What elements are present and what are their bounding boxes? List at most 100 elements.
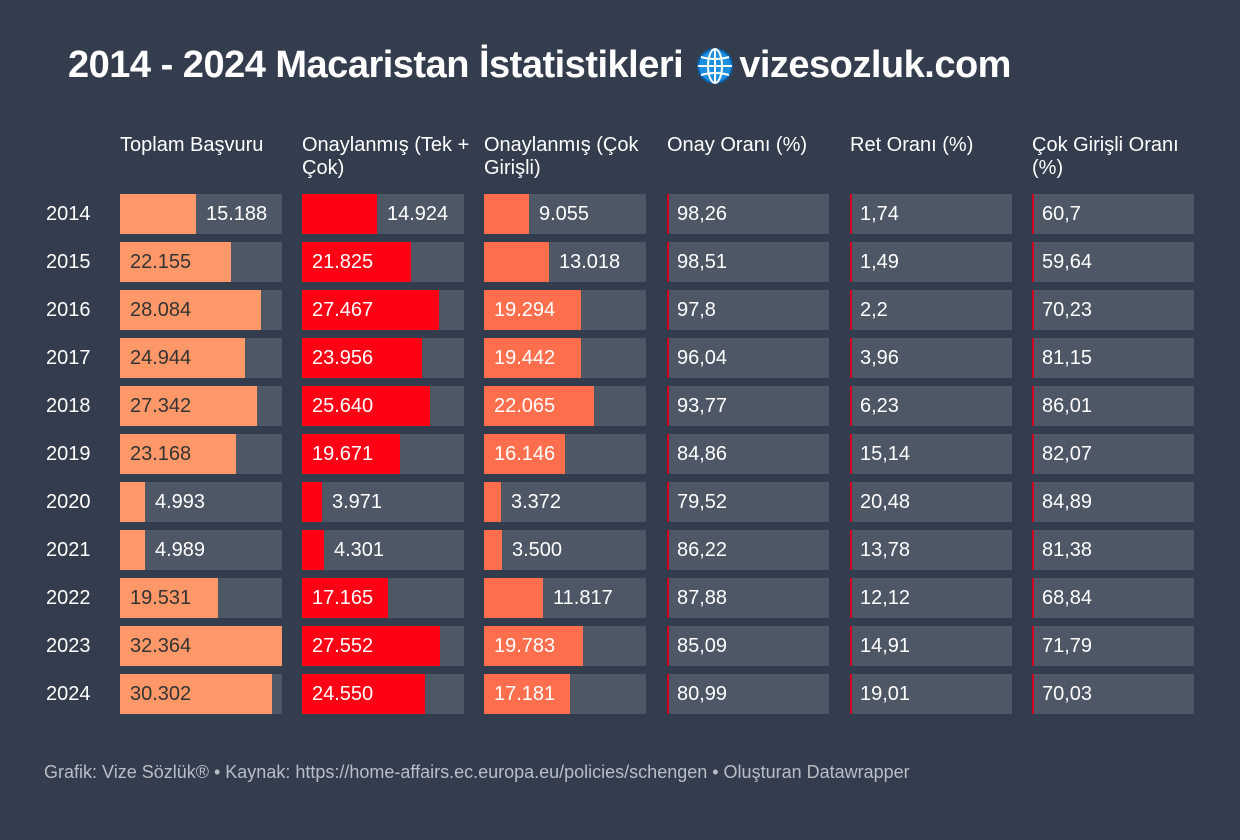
table-cell-approved-total: 27.467 <box>302 290 464 330</box>
chart-title: 2014 - 2024 Macaristan İstatistikleri vi… <box>68 44 1011 87</box>
rate-marker <box>667 386 669 426</box>
rate-marker <box>850 626 852 666</box>
footer-credit: Grafik: Vize Sözlük® • Kaynak: https://h… <box>44 762 910 782</box>
value-bar <box>302 386 430 426</box>
cell-value: 3.971 <box>332 491 383 513</box>
column-header-approved-multi: Onaylanmış (Çok Girişli) <box>484 134 639 179</box>
table-cell-applications: 23.168 <box>120 434 282 474</box>
value-bar <box>484 626 583 666</box>
cell-value: 98,26 <box>677 203 728 225</box>
table-cell-approved-multi: 19.783 <box>484 626 646 666</box>
table-cell-multi-rate: 68,84 <box>1032 578 1194 618</box>
rate-marker <box>1032 338 1034 378</box>
table-cell-refusal-rate: 3,96 <box>850 338 1012 378</box>
title-site: vizesozluk.com <box>739 44 1011 86</box>
value-bar <box>484 194 529 234</box>
table-cell-approval-rate: 86,22 <box>667 530 829 570</box>
table-cell-approval-rate: 98,26 <box>667 194 829 234</box>
cell-value: 12,12 <box>860 587 911 609</box>
rate-marker <box>850 290 852 330</box>
row-label-year: 2016 <box>46 299 91 321</box>
rate-marker <box>1032 194 1034 234</box>
row-label-year: 2020 <box>46 491 91 513</box>
cell-value: 19.671 <box>312 443 374 465</box>
cell-value: 24.944 <box>130 347 192 369</box>
cell-value: 71,79 <box>1042 635 1093 657</box>
cell-value: 70,23 <box>1042 299 1093 321</box>
value-bar <box>120 194 196 234</box>
table-cell-approved-total: 19.671 <box>302 434 464 474</box>
cell-value: 13,78 <box>860 539 911 561</box>
cell-value: 86,01 <box>1042 395 1093 417</box>
table-cell-approved-multi: 22.065 <box>484 386 646 426</box>
table-cell-approval-rate: 79,52 <box>667 482 829 522</box>
column-header-approval-rate: Onay Oranı (%) <box>667 134 808 156</box>
value-bar <box>302 530 324 570</box>
cell-value: 1,49 <box>860 251 899 273</box>
row-label-year: 2014 <box>46 203 91 225</box>
table-cell-approval-rate: 85,09 <box>667 626 829 666</box>
table-cell-multi-rate: 82,07 <box>1032 434 1194 474</box>
value-bar <box>120 434 236 474</box>
cell-value: 93,77 <box>677 395 728 417</box>
cell-value: 23.956 <box>312 347 374 369</box>
rate-marker <box>667 674 669 714</box>
value-bar <box>484 434 565 474</box>
table-cell-approval-rate: 80,99 <box>667 674 829 714</box>
cell-value: 3,96 <box>860 347 899 369</box>
table-cell-approved-multi: 16.146 <box>484 434 646 474</box>
cell-value: 68,84 <box>1042 587 1093 609</box>
cell-value: 16.146 <box>494 443 556 465</box>
cell-value: 1,74 <box>860 203 899 225</box>
rate-marker <box>667 482 669 522</box>
table-cell-approved-multi: 9.055 <box>484 194 646 234</box>
value-bar <box>120 338 245 378</box>
rate-marker <box>667 242 669 282</box>
value-bar <box>302 626 440 666</box>
globe-icon <box>695 46 735 86</box>
rate-marker <box>667 578 669 618</box>
value-bar <box>120 530 145 570</box>
cell-value: 84,86 <box>677 443 728 465</box>
table-cell-applications: 30.302 <box>120 674 282 714</box>
cell-value: 24.550 <box>312 683 374 705</box>
rate-marker <box>1032 434 1034 474</box>
table-cell-approved-multi: 19.442 <box>484 338 646 378</box>
table-cell-approved-total: 23.956 <box>302 338 464 378</box>
value-bar <box>302 482 322 522</box>
table-cell-refusal-rate: 14,91 <box>850 626 1012 666</box>
rate-marker <box>667 434 669 474</box>
rate-marker <box>667 290 669 330</box>
value-bar <box>484 338 581 378</box>
cell-value: 81,38 <box>1042 539 1093 561</box>
cell-value: 22.065 <box>494 395 556 417</box>
table-cell-approved-total: 14.924 <box>302 194 464 234</box>
table-cell-applications: 4.989 <box>120 530 282 570</box>
table-cell-applications: 32.364 <box>120 626 282 666</box>
cell-value: 19.442 <box>494 347 556 369</box>
rate-marker <box>850 674 852 714</box>
cell-value: 17.181 <box>494 683 556 705</box>
table-cell-multi-rate: 70,23 <box>1032 290 1194 330</box>
value-bar <box>120 386 257 426</box>
value-bar <box>120 482 145 522</box>
table-cell-multi-rate: 81,15 <box>1032 338 1194 378</box>
cell-value: 21.825 <box>312 251 374 273</box>
value-bar <box>302 338 422 378</box>
value-bar <box>120 674 272 714</box>
rate-marker <box>1032 578 1034 618</box>
cell-value: 19.531 <box>130 587 192 609</box>
value-bar <box>302 194 377 234</box>
table-cell-applications: 28.084 <box>120 290 282 330</box>
rate-marker <box>1032 626 1034 666</box>
value-bar <box>120 626 282 666</box>
column-header-multi-rate: Çok Girişli Oranı (%) <box>1032 134 1179 179</box>
column-header-applications: Toplam Başvuru <box>120 134 264 156</box>
cell-value: 81,15 <box>1042 347 1093 369</box>
rate-marker <box>667 194 669 234</box>
row-label-year: 2023 <box>46 635 91 657</box>
cell-value: 87,88 <box>677 587 728 609</box>
table-cell-refusal-rate: 12,12 <box>850 578 1012 618</box>
cell-value: 23.168 <box>130 443 192 465</box>
table-cell-multi-rate: 86,01 <box>1032 386 1194 426</box>
